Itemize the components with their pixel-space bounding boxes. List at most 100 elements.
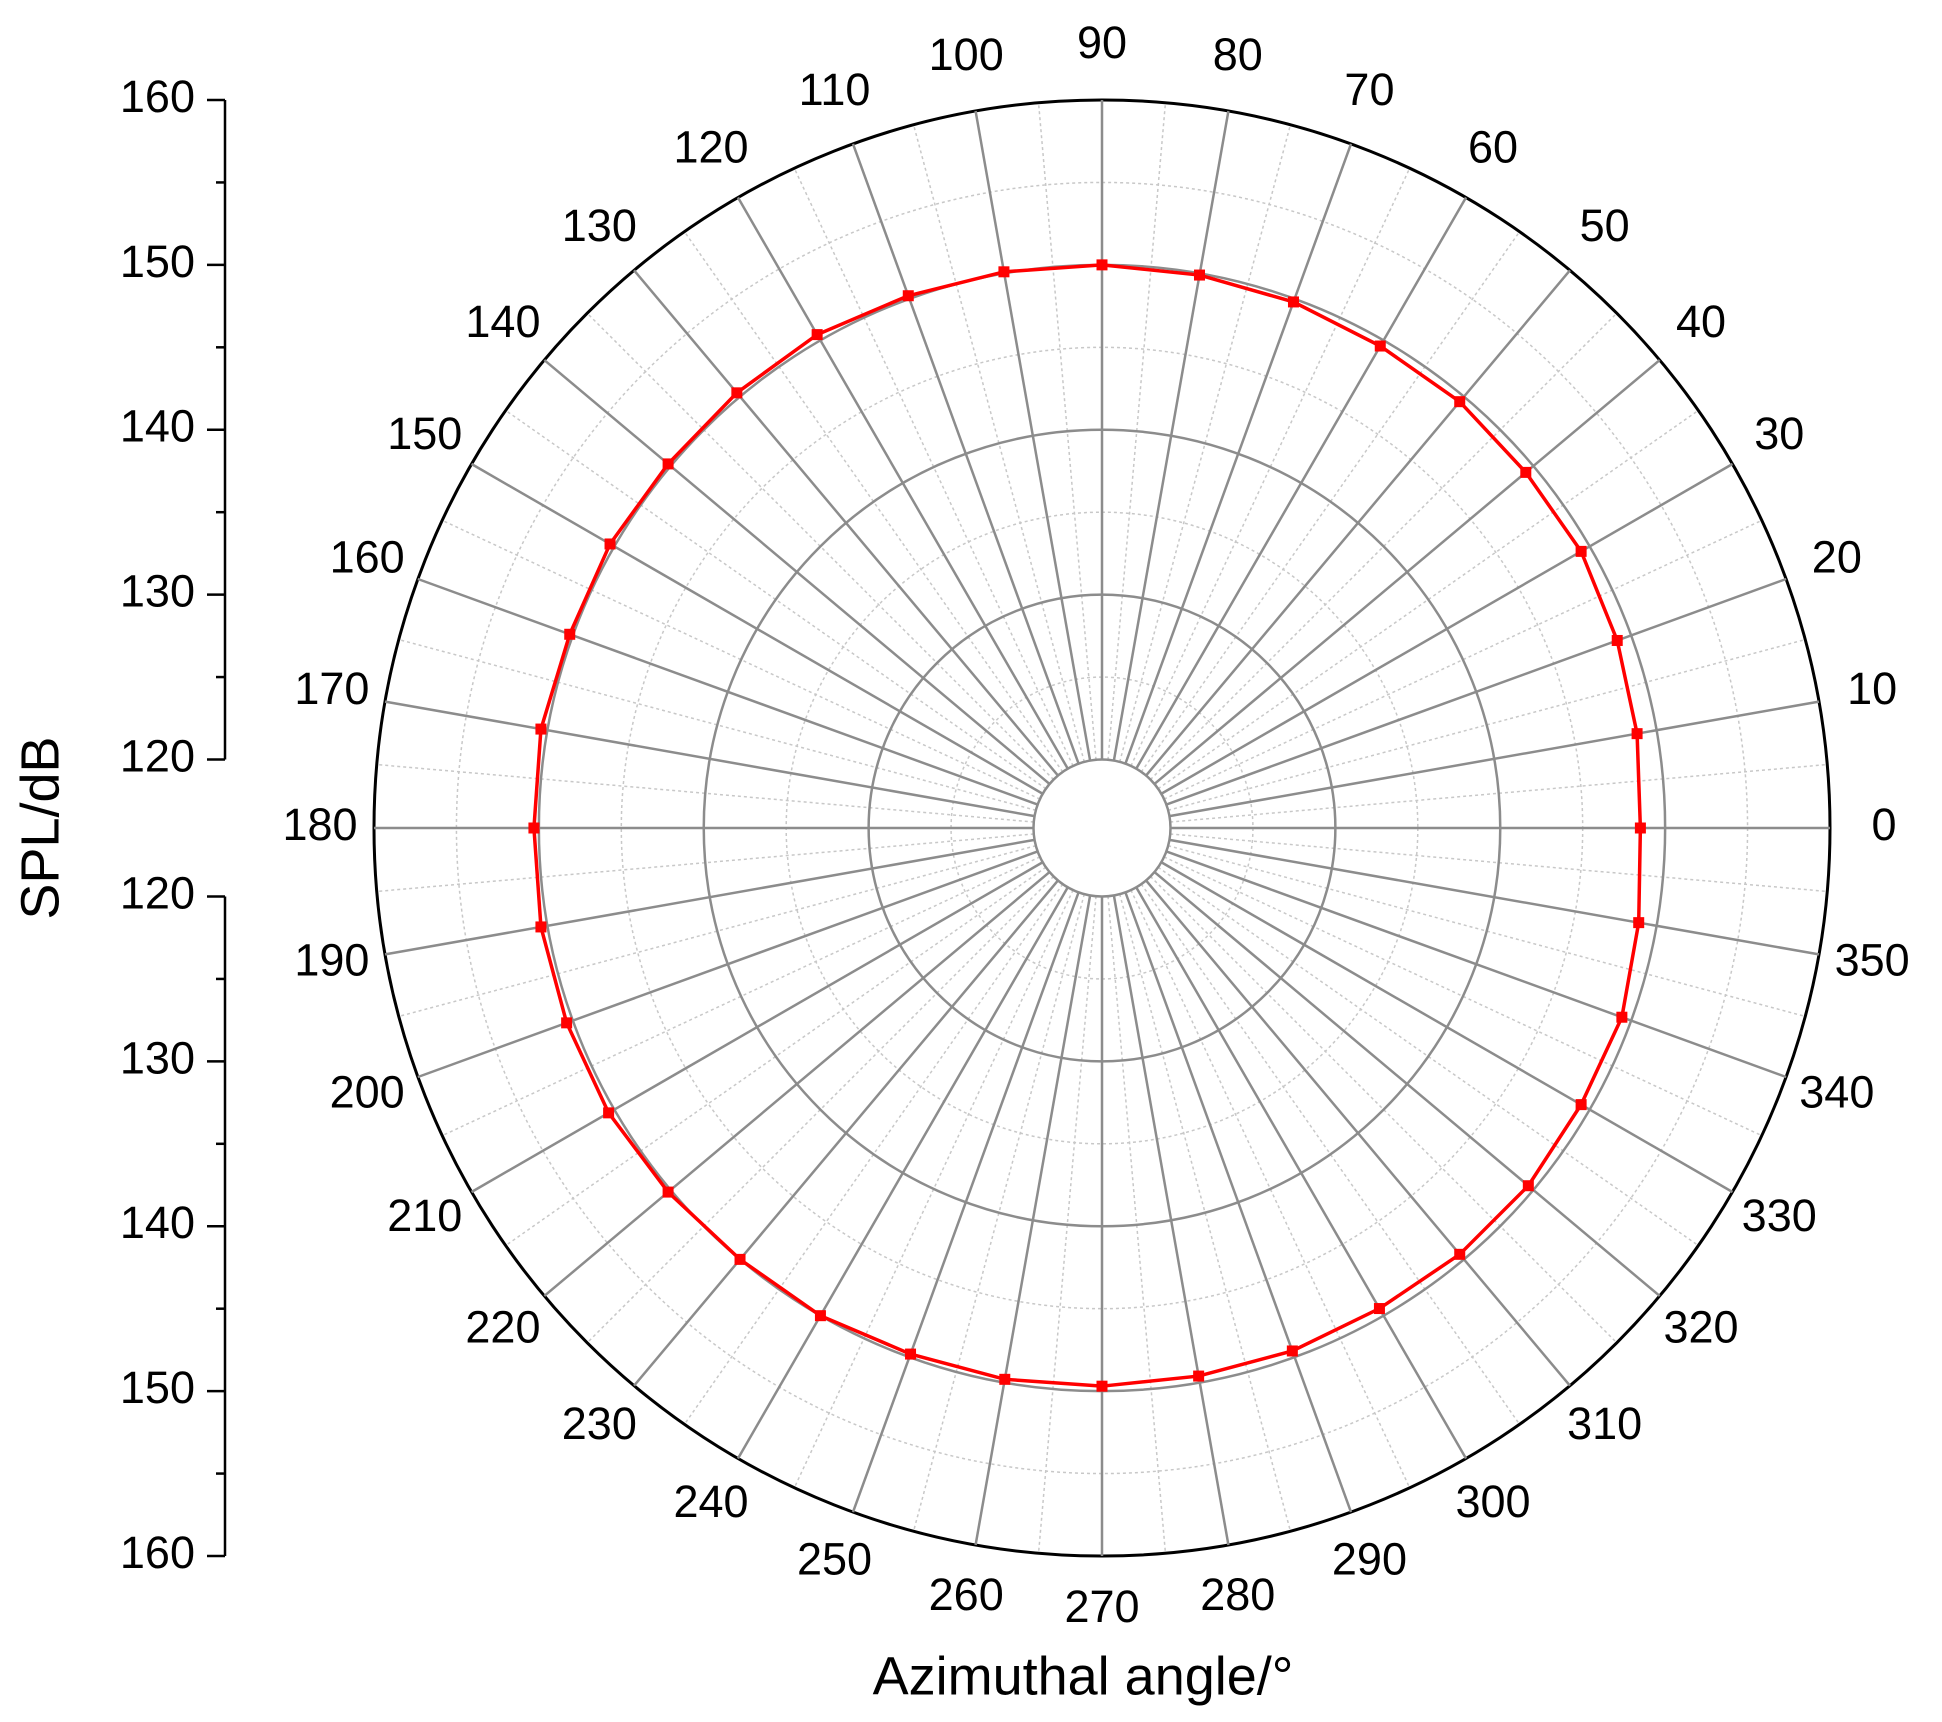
angle-tick-label: 190 bbox=[294, 935, 369, 986]
spoke bbox=[384, 838, 1035, 956]
r-tick-label: 140 bbox=[120, 401, 195, 452]
spoke bbox=[1153, 359, 1661, 785]
minor-spoke bbox=[398, 845, 1037, 1018]
minor-spoke bbox=[441, 856, 1041, 1137]
minor-spoke bbox=[1037, 102, 1097, 760]
spoke bbox=[470, 861, 1044, 1194]
spoke bbox=[736, 886, 1069, 1460]
angle-tick-label: 160 bbox=[330, 531, 405, 582]
x-axis-title: Azimuthal angle/° bbox=[873, 1646, 1294, 1706]
minor-spoke bbox=[1130, 889, 1411, 1489]
spoke bbox=[543, 359, 1051, 785]
data-point bbox=[1634, 822, 1646, 834]
minor-spoke bbox=[1167, 845, 1806, 1018]
r-tick-label: 120 bbox=[120, 730, 195, 781]
data-point bbox=[1454, 1248, 1466, 1260]
minor-spoke bbox=[1107, 102, 1167, 760]
spoke bbox=[1124, 891, 1353, 1513]
angle-tick-label: 110 bbox=[799, 64, 871, 115]
minor-spoke bbox=[1163, 856, 1763, 1137]
data-point bbox=[603, 1107, 615, 1119]
angle-tick-label: 300 bbox=[1455, 1476, 1530, 1527]
minor-spoke bbox=[1107, 896, 1167, 1554]
minor-spoke bbox=[1037, 896, 1097, 1554]
r-tick-label: 160 bbox=[120, 1527, 195, 1578]
data-point bbox=[1575, 545, 1587, 557]
data-point bbox=[811, 329, 823, 341]
angle-tick-label: 60 bbox=[1468, 122, 1518, 173]
spoke bbox=[1145, 269, 1571, 777]
spoke bbox=[851, 891, 1080, 1513]
minor-spoke bbox=[1163, 519, 1763, 800]
spoke bbox=[1160, 861, 1734, 1194]
minor-spoke bbox=[1157, 409, 1699, 790]
spoke bbox=[1169, 700, 1820, 818]
data-point bbox=[731, 387, 743, 399]
r-tick-label: 120 bbox=[120, 867, 195, 918]
angle-tick-label: 90 bbox=[1077, 17, 1127, 68]
spoke bbox=[1165, 850, 1787, 1079]
data-point bbox=[1096, 259, 1108, 271]
spoke bbox=[1165, 577, 1787, 806]
data-point bbox=[561, 1017, 573, 1029]
data-point bbox=[1631, 728, 1643, 740]
data-point bbox=[1374, 340, 1386, 352]
minor-spoke bbox=[1167, 638, 1806, 811]
spoke bbox=[851, 143, 1080, 765]
spoke bbox=[543, 871, 1051, 1297]
minor-spoke bbox=[912, 893, 1085, 1532]
minor-spoke bbox=[1130, 167, 1411, 767]
spoke bbox=[470, 462, 1044, 795]
r-tick-label: 130 bbox=[120, 1032, 195, 1083]
data-point bbox=[1373, 1303, 1385, 1315]
angle-tick-label: 140 bbox=[465, 296, 540, 347]
spoke bbox=[633, 879, 1059, 1387]
data-point bbox=[998, 266, 1010, 278]
spoke bbox=[417, 850, 1039, 1079]
angle-tick-label: 40 bbox=[1676, 296, 1726, 347]
data-point bbox=[1611, 634, 1623, 646]
minor-spoke bbox=[505, 866, 1047, 1247]
angle-tick-label: 340 bbox=[1799, 1066, 1874, 1117]
minor-spoke bbox=[1149, 312, 1618, 781]
data-point bbox=[734, 1253, 746, 1265]
angle-tick-label: 170 bbox=[294, 663, 369, 714]
angle-tick-label: 120 bbox=[673, 122, 748, 173]
angle-tick-label: 80 bbox=[1213, 29, 1263, 80]
angle-tick-label: 270 bbox=[1064, 1581, 1139, 1632]
spoke bbox=[1135, 196, 1468, 770]
angle-tick-label: 210 bbox=[387, 1190, 462, 1241]
minor-spoke bbox=[1119, 124, 1292, 763]
data-point bbox=[1287, 296, 1299, 308]
minor-spoke bbox=[586, 875, 1055, 1344]
data-point bbox=[1633, 917, 1645, 929]
data-point bbox=[1286, 1345, 1298, 1357]
spoke bbox=[633, 269, 1059, 777]
angle-tick-label: 330 bbox=[1742, 1190, 1817, 1241]
data-point bbox=[1522, 1180, 1534, 1192]
angle-tick-label: 240 bbox=[673, 1476, 748, 1527]
minor-spoke bbox=[1157, 866, 1699, 1247]
spoke bbox=[1112, 895, 1230, 1546]
data-point bbox=[662, 458, 674, 470]
data-point bbox=[902, 290, 914, 302]
angle-tick-label: 130 bbox=[562, 200, 637, 251]
spoke bbox=[1153, 871, 1661, 1297]
minor-spoke bbox=[912, 124, 1085, 763]
minor-spoke bbox=[1119, 893, 1292, 1532]
angle-tick-label: 20 bbox=[1812, 531, 1862, 582]
data-point bbox=[1454, 396, 1466, 408]
angle-tick-label: 350 bbox=[1835, 935, 1910, 986]
angle-tick-label: 260 bbox=[929, 1569, 1004, 1620]
angle-tick-label: 180 bbox=[282, 799, 357, 850]
minor-spoke bbox=[441, 519, 1041, 800]
r-tick-label: 150 bbox=[120, 1362, 195, 1413]
spoke bbox=[1169, 838, 1820, 956]
angle-tick-label: 230 bbox=[562, 1398, 637, 1449]
data-point bbox=[1575, 1099, 1587, 1111]
data-point bbox=[999, 1373, 1011, 1385]
r-tick-label: 140 bbox=[120, 1197, 195, 1248]
minor-spoke bbox=[683, 883, 1064, 1425]
